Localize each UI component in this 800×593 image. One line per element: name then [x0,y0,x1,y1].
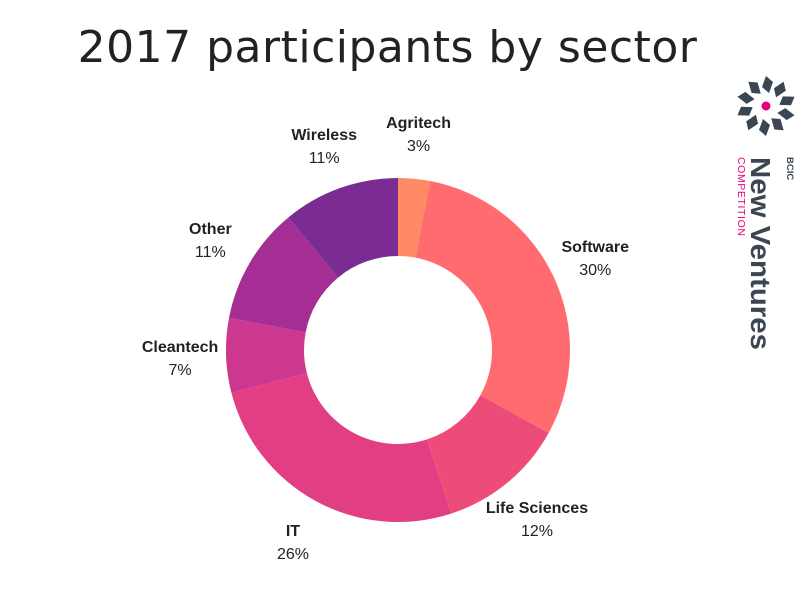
slice-label-it: IT [286,523,300,540]
slice-label-life-sciences: Life Sciences [486,500,588,517]
slice-life-sciences [427,395,549,514]
slice-software [415,181,570,433]
slice-value-agritech: 3% [407,138,430,155]
logo-sub-text: COMPETITION [735,157,747,237]
slice-it [231,373,452,522]
slice-labels: Agritech 3% Software 30% Life Sciences 12% IT 2… [142,115,629,563]
slice-value-it: 26% [277,546,309,563]
slice-value-life-sciences: 12% [521,523,553,540]
slice-value-software: 30% [579,262,611,279]
logo-mark-icon [737,76,795,136]
slice-wireless [288,178,398,278]
donut-slices [226,178,570,522]
slice-value-cleantech: 7% [169,362,192,379]
slice-label-agritech: Agritech [386,115,451,132]
slice-label-cleantech: Cleantech [142,339,218,356]
logo-small-text: BCIC [784,157,795,180]
slice-cleantech [226,317,307,393]
slice-label-other: Other [189,221,232,238]
chart-title: 2017 participants by sector [77,22,698,73]
slice-label-software: Software [561,239,629,256]
logo-main-text: New Ventures [745,157,776,350]
bcic-new-ventures-logo: BCIC New Ventures COMPETITION [735,76,795,350]
slice-label-wireless: Wireless [291,127,357,144]
slice-agritech [398,178,431,258]
donut-chart: Agritech 3% Software 30% Life Sciences 12% IT 2… [142,115,629,563]
slice-other [229,217,339,333]
slice-value-wireless: 11% [309,150,340,167]
slice-value-other: 11% [195,244,226,261]
